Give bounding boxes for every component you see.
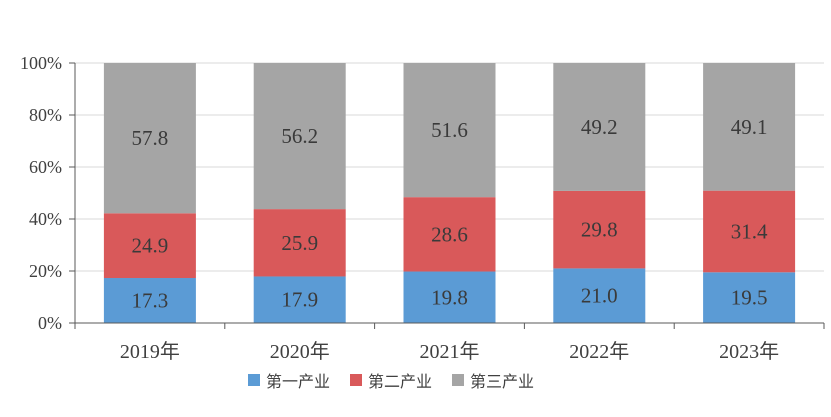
x-tick-label: 2023年 <box>719 340 779 363</box>
legend-label-tertiary: 第三产业 <box>470 372 535 391</box>
data-label: 49.2 <box>581 115 618 139</box>
legend-swatch-secondary <box>350 374 363 386</box>
data-label: 17.9 <box>281 288 318 312</box>
x-tick-label: 2020年 <box>270 340 330 363</box>
legend-item-primary: 第一产业 <box>248 368 330 392</box>
bar-segment <box>553 63 646 191</box>
x-tick-label: 2021年 <box>420 340 480 363</box>
y-tick-label: 0% <box>38 313 62 333</box>
data-label: 56.2 <box>281 124 318 148</box>
y-tick-label: 60% <box>29 157 62 177</box>
bar-segment <box>703 272 796 323</box>
bar-segment <box>553 268 646 323</box>
data-label: 49.1 <box>731 115 768 139</box>
legend: 第一产业 第二产业 第三产业 <box>248 368 554 392</box>
legend-label-primary: 第一产业 <box>266 372 331 391</box>
bar-segment <box>253 209 346 277</box>
bar-segment <box>253 276 346 323</box>
legend-item-secondary: 第二产业 <box>350 368 432 392</box>
data-labels: 17.3 24.9 57.8 17.9 25.9 56.2 19.8 28.6 51.6 21.0… <box>132 115 768 313</box>
data-label: 25.9 <box>281 231 318 255</box>
legend-swatch-tertiary <box>452 374 465 386</box>
bar-segment <box>403 63 496 198</box>
data-label: 17.3 <box>132 289 169 313</box>
bar-segment <box>703 190 796 273</box>
bar-segment <box>103 63 196 214</box>
x-tick-label: 2019年 <box>120 340 180 363</box>
data-label: 29.8 <box>581 218 618 242</box>
bars <box>103 63 796 323</box>
y-tick-label: 20% <box>29 261 62 281</box>
data-label: 19.8 <box>431 285 468 309</box>
y-tick-label: 80% <box>29 105 62 125</box>
legend-swatch-primary <box>248 374 260 386</box>
data-label: 19.5 <box>731 286 768 310</box>
x-tick-label: 2022年 <box>569 340 629 363</box>
bar-segment <box>403 271 496 323</box>
bar-segment <box>253 63 346 210</box>
legend-item-tertiary: 第三产业 <box>452 368 534 392</box>
axes: 0% 20% 40% 60% 80% 100% 2019年 2020年 2021年 2022年 20… <box>20 53 825 363</box>
data-label: 21.0 <box>581 284 618 308</box>
data-label: 31.4 <box>731 219 768 243</box>
data-label: 28.6 <box>431 222 468 246</box>
bar-segment <box>403 197 496 272</box>
data-label: 51.6 <box>431 118 468 142</box>
bar-segment <box>103 213 196 279</box>
y-tick-label: 40% <box>29 209 62 229</box>
bar-segment <box>103 278 196 323</box>
bar-segment <box>553 190 646 269</box>
data-label: 24.9 <box>132 234 169 258</box>
legend-label-secondary: 第二产业 <box>368 372 433 391</box>
data-label: 57.8 <box>132 126 169 150</box>
y-tick-label: 100% <box>20 53 62 73</box>
bar-segment <box>703 63 796 191</box>
